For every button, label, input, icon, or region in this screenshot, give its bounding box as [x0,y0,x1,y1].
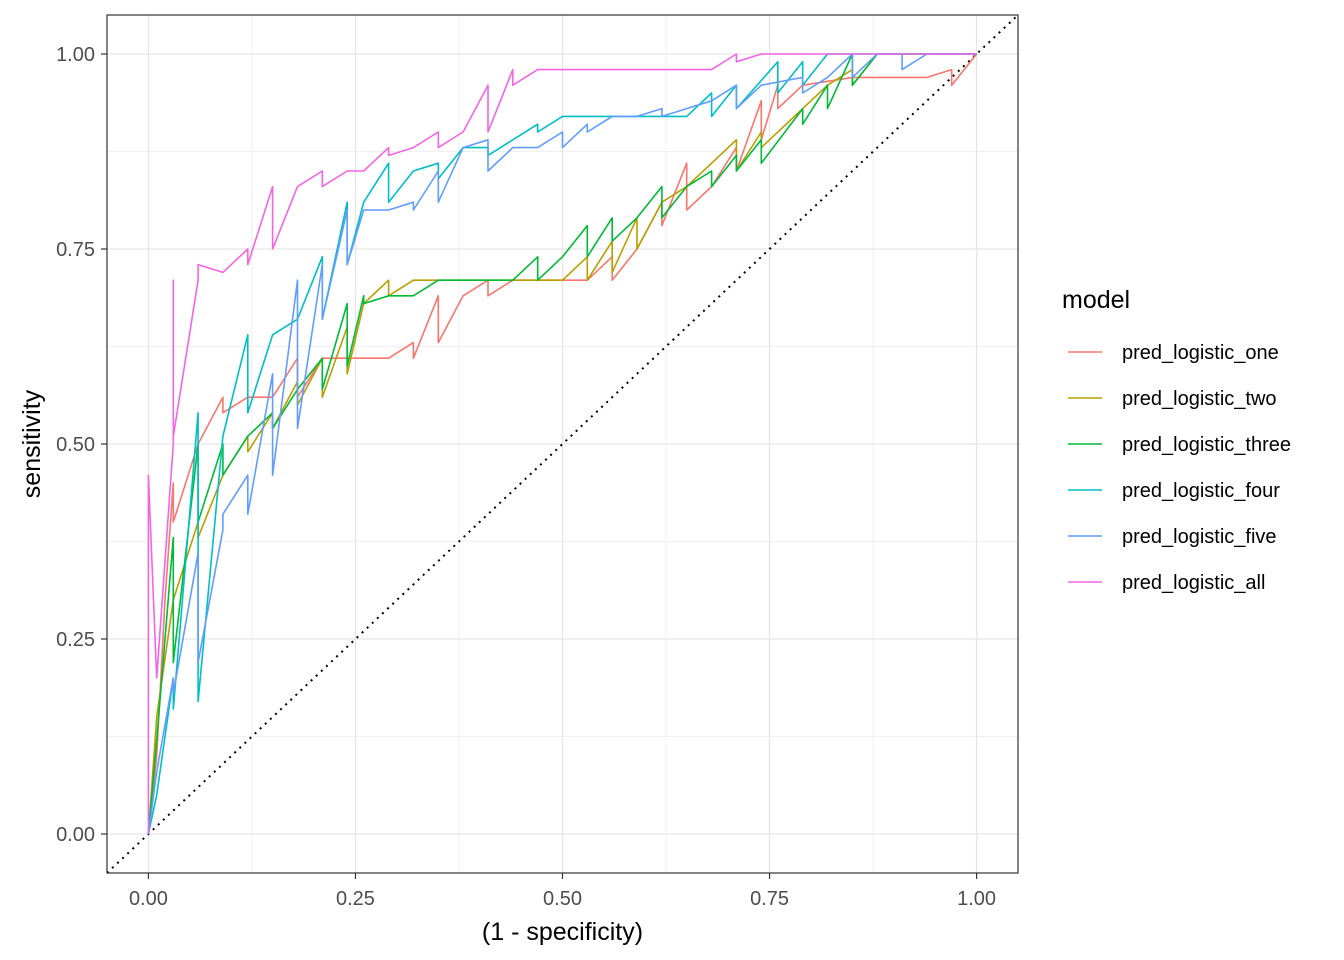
x-tick-label: 0.50 [543,888,582,910]
x-tick-label: 0.00 [129,888,168,910]
y-tick-label: 0.50 [56,434,95,456]
y-tick-label: 1.00 [56,44,95,66]
series-line-pred_logistic_five [147,53,977,835]
y-tick-label: 0.25 [56,629,95,651]
x-axis: 0.00 0.25 0.50 0.75 1.00 [129,873,996,910]
series-line-pred_logistic_all [147,53,977,834]
legend-label-pred_logistic_five: pred_logistic_five [1122,526,1277,548]
legend-label-pred_logistic_three: pred_logistic_three [1122,434,1291,456]
legend-label-pred_logistic_two: pred_logistic_two [1122,388,1277,410]
y-axis-title: sensitivity [18,389,46,498]
y-tick-label: 0.75 [56,239,95,261]
legend: model pred_logistic_one pred_logistic_two… [1062,286,1291,594]
grid-major [107,15,1018,873]
x-axis-title: (1 - specificity) [482,918,643,946]
y-axis: 0.00 0.25 0.50 0.75 1.00 [56,44,107,846]
legend-label-pred_logistic_all: pred_logistic_all [1122,572,1265,594]
x-tick-label: 0.25 [336,888,375,910]
x-tick-label: 0.75 [750,888,789,910]
legend-label-pred_logistic_four: pred_logistic_four [1122,480,1280,502]
legend-label-pred_logistic_one: pred_logistic_one [1122,342,1279,364]
x-tick-label: 1.00 [957,888,996,910]
legend-title: model [1062,286,1130,314]
series-group [147,53,978,835]
series-line-pred_logistic_three [147,53,977,835]
plot-area [107,15,1018,873]
y-tick-label: 0.00 [56,824,95,846]
